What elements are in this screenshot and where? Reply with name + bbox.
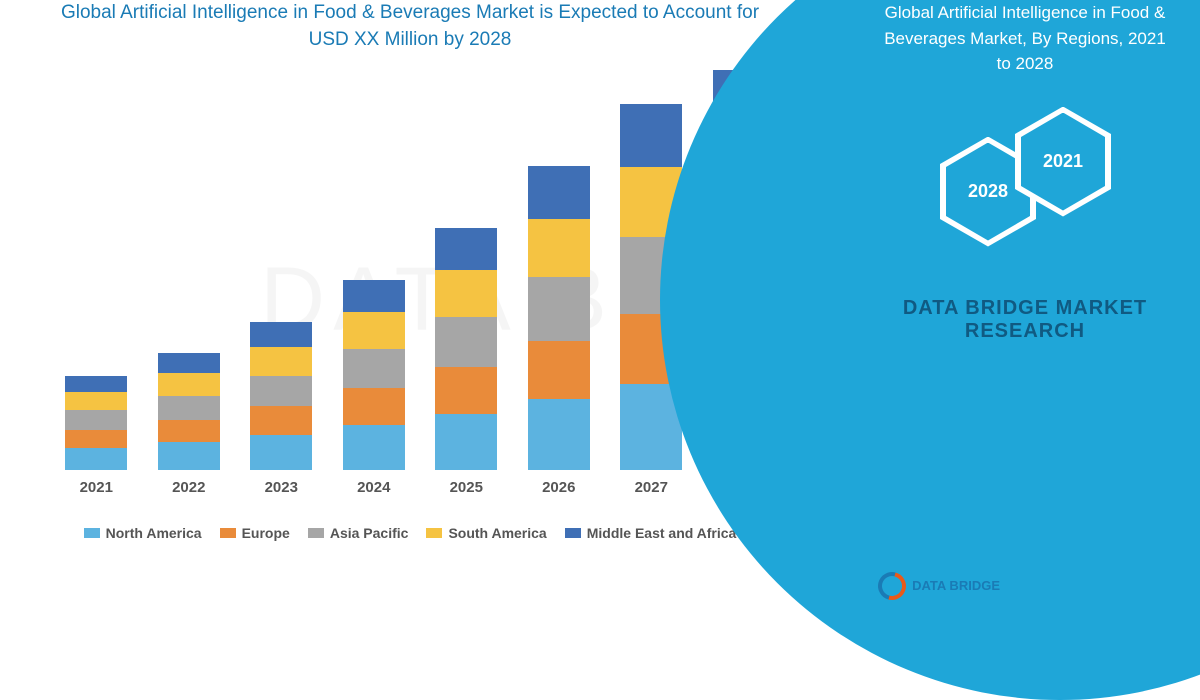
x-label: 2027 xyxy=(611,479,691,496)
x-label: 2021 xyxy=(56,479,136,496)
bar-stack xyxy=(65,376,127,470)
legend-label: South America xyxy=(448,525,546,541)
bar-2026 xyxy=(519,166,599,470)
legend-swatch xyxy=(220,528,236,538)
hex-badge-group: 2028 2021 xyxy=(840,107,1180,267)
bar-segment-north-america xyxy=(343,425,405,470)
bar-2024 xyxy=(334,280,414,471)
brand-text: DATA BRIDGE MARKET RESEARCH xyxy=(840,297,1180,343)
bar-segment-middle-east-and-africa xyxy=(620,104,682,167)
bar-segment-europe xyxy=(528,341,590,399)
bar-2021 xyxy=(56,376,136,470)
bar-segment-europe xyxy=(250,406,312,435)
right-panel: Global Artificial Intelligence in Food &… xyxy=(840,0,1200,600)
bar-stack xyxy=(158,353,220,470)
bar-stack xyxy=(343,280,405,471)
footer-logo-line1: DATA BRIDGE xyxy=(912,579,1000,593)
bar-segment-asia-pacific xyxy=(158,396,220,420)
bar-segment-asia-pacific xyxy=(528,277,590,341)
bar-segment-asia-pacific xyxy=(65,410,127,430)
bar-segment-europe xyxy=(435,367,497,414)
bar-segment-middle-east-and-africa xyxy=(343,280,405,312)
bar-segment-north-america xyxy=(158,442,220,470)
chart-title: Global Artificial Intelligence in Food &… xyxy=(0,0,820,61)
legend-item-middle-east-and-africa: Middle East and Africa xyxy=(565,525,737,541)
bar-segment-north-america xyxy=(65,448,127,470)
bar-segment-south-america xyxy=(435,270,497,317)
bar-stack xyxy=(435,228,497,470)
bar-segment-asia-pacific xyxy=(435,317,497,367)
bar-segment-middle-east-and-africa xyxy=(250,322,312,347)
bar-segment-north-america xyxy=(250,435,312,470)
bar-segment-europe xyxy=(65,430,127,448)
x-label: 2026 xyxy=(519,479,599,496)
bar-segment-middle-east-and-africa xyxy=(65,376,127,392)
x-axis-labels: 20212022202320242025202620272028 xyxy=(40,471,800,496)
bar-stack xyxy=(528,166,590,470)
brand-line1: DATA BRIDGE MARKET xyxy=(870,297,1180,320)
footer-logo-text: DATA BRIDGE xyxy=(912,579,1000,593)
bar-segment-south-america xyxy=(343,312,405,349)
bar-segment-europe xyxy=(158,420,220,442)
bar-segment-north-america xyxy=(528,399,590,470)
bar-segment-north-america xyxy=(435,414,497,471)
bar-stack xyxy=(250,322,312,470)
legend-item-south-america: South America xyxy=(426,525,546,541)
legend-item-north-america: North America xyxy=(84,525,202,541)
legend-item-europe: Europe xyxy=(220,525,290,541)
x-label: 2024 xyxy=(334,479,414,496)
bar-segment-south-america xyxy=(65,392,127,410)
legend-label: Middle East and Africa xyxy=(587,525,737,541)
hex-badge-2021-label: 2021 xyxy=(1021,113,1105,211)
x-label: 2025 xyxy=(426,479,506,496)
x-label: 2022 xyxy=(149,479,229,496)
legend-swatch xyxy=(84,528,100,538)
bar-segment-europe xyxy=(343,388,405,425)
right-panel-title: Global Artificial Intelligence in Food &… xyxy=(840,0,1180,77)
legend-label: Asia Pacific xyxy=(330,525,409,541)
brand-line2: RESEARCH xyxy=(870,320,1180,343)
bar-segment-middle-east-and-africa xyxy=(158,353,220,373)
bar-2022 xyxy=(149,353,229,470)
legend-item-asia-pacific: Asia Pacific xyxy=(308,525,409,541)
legend-label: Europe xyxy=(242,525,290,541)
footer-logo: DATA BRIDGE xyxy=(878,572,1000,600)
bar-segment-asia-pacific xyxy=(343,349,405,389)
bar-segment-asia-pacific xyxy=(250,376,312,407)
bar-segment-south-america xyxy=(250,347,312,376)
bar-2025 xyxy=(426,228,506,470)
bar-segment-south-america xyxy=(158,373,220,395)
x-label: 2023 xyxy=(241,479,321,496)
legend: North America Europe Asia Pacific South Ame… xyxy=(40,525,780,541)
bar-2023 xyxy=(241,322,321,470)
footer-logo-icon xyxy=(873,567,911,605)
legend-swatch xyxy=(565,528,581,538)
bar-segment-middle-east-and-africa xyxy=(528,166,590,218)
legend-swatch xyxy=(426,528,442,538)
legend-label: North America xyxy=(106,525,202,541)
legend-swatch xyxy=(308,528,324,538)
bar-segment-south-america xyxy=(528,219,590,277)
bar-segment-middle-east-and-africa xyxy=(435,228,497,269)
